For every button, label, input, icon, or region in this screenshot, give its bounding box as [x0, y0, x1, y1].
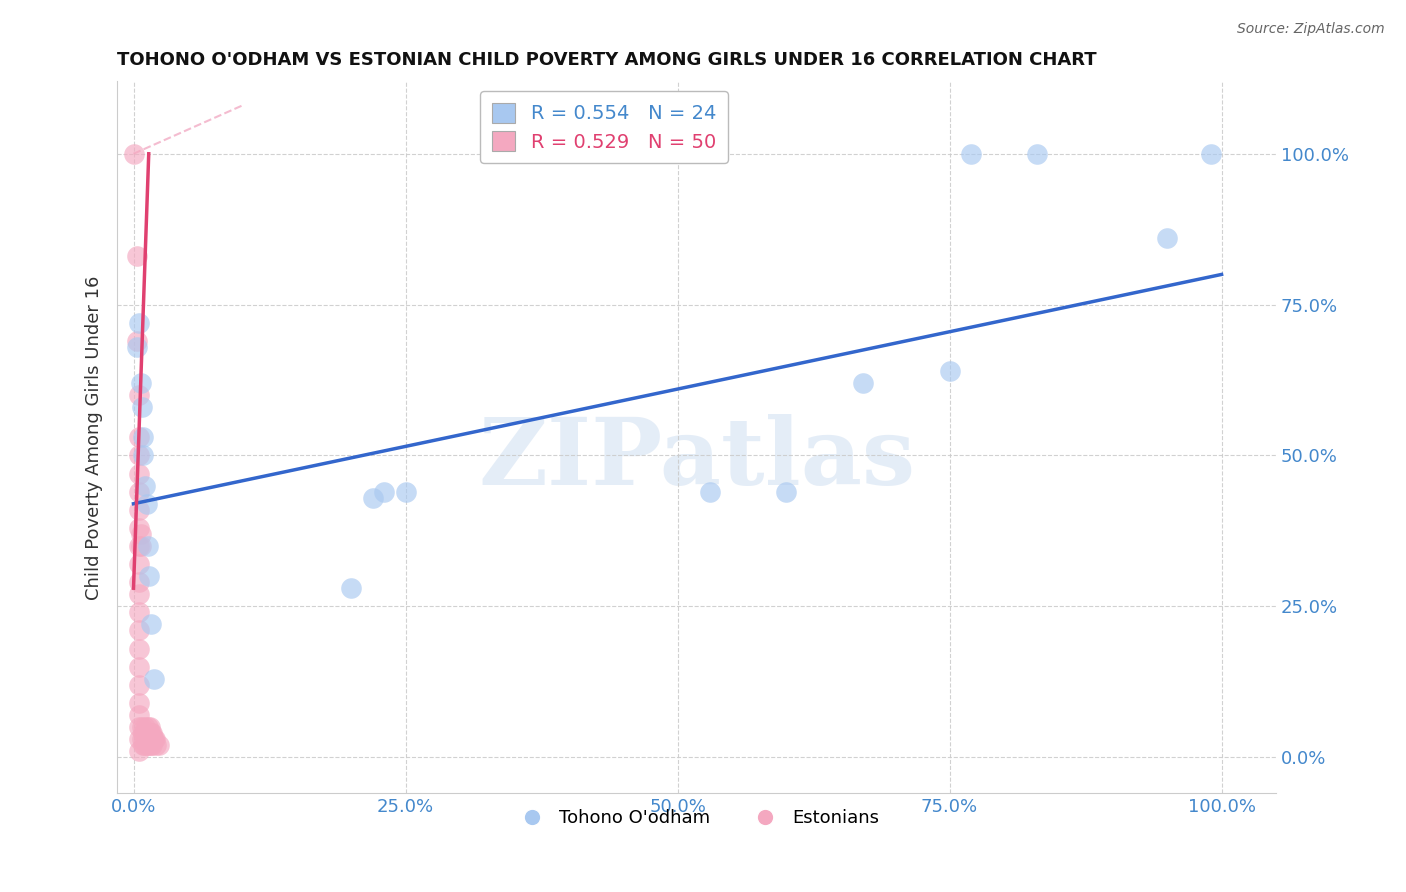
Point — [122, 146, 145, 161]
Point — [128, 521, 150, 535]
Point — [128, 678, 150, 692]
Point — [125, 334, 148, 348]
Point — [340, 581, 363, 595]
Point — [141, 738, 163, 752]
Point — [128, 707, 150, 722]
Point — [125, 340, 148, 354]
Point — [143, 672, 166, 686]
Point — [132, 738, 155, 752]
Point — [138, 726, 160, 740]
Point — [132, 430, 155, 444]
Point — [960, 146, 983, 161]
Point — [361, 491, 384, 505]
Point — [128, 587, 150, 601]
Point — [128, 449, 150, 463]
Point — [128, 557, 150, 571]
Point — [129, 376, 152, 390]
Point — [1025, 146, 1047, 161]
Point — [851, 376, 873, 390]
Text: TOHONO O'ODHAM VS ESTONIAN CHILD POVERTY AMONG GIRLS UNDER 16 CORRELATION CHART: TOHONO O'ODHAM VS ESTONIAN CHILD POVERTY… — [117, 51, 1097, 69]
Point — [134, 726, 156, 740]
Point — [128, 502, 150, 516]
Point — [139, 720, 162, 734]
Point — [136, 732, 159, 747]
Point — [699, 484, 721, 499]
Point — [938, 364, 960, 378]
Point — [128, 316, 150, 330]
Point — [129, 539, 152, 553]
Y-axis label: Child Poverty Among Girls Under 16: Child Poverty Among Girls Under 16 — [86, 275, 103, 599]
Point — [141, 726, 163, 740]
Point — [134, 478, 156, 492]
Point — [135, 497, 157, 511]
Point — [1156, 231, 1178, 245]
Point — [373, 484, 395, 499]
Point — [128, 696, 150, 710]
Text: Source: ZipAtlas.com: Source: ZipAtlas.com — [1237, 22, 1385, 37]
Point — [134, 738, 156, 752]
Point — [128, 641, 150, 656]
Point — [142, 732, 165, 747]
Point — [128, 744, 150, 758]
Point — [1199, 146, 1222, 161]
Point — [132, 726, 155, 740]
Point — [128, 539, 150, 553]
Point — [131, 400, 153, 414]
Point — [132, 449, 155, 463]
Point — [138, 738, 160, 752]
Point — [135, 738, 157, 752]
Point — [145, 738, 167, 752]
Point — [136, 720, 159, 734]
Point — [128, 388, 150, 402]
Point — [128, 430, 150, 444]
Point — [143, 732, 166, 747]
Legend: Tohono O'odham, Estonians: Tohono O'odham, Estonians — [508, 802, 886, 834]
Point — [128, 732, 150, 747]
Point — [139, 726, 162, 740]
Point — [128, 624, 150, 638]
Point — [128, 659, 150, 673]
Point — [131, 720, 153, 734]
Point — [128, 484, 150, 499]
Point — [139, 738, 162, 752]
Point — [136, 539, 159, 553]
Point — [135, 726, 157, 740]
Point — [143, 732, 166, 747]
Point — [128, 720, 150, 734]
Point — [139, 732, 162, 747]
Point — [775, 484, 797, 499]
Point — [128, 467, 150, 481]
Point — [128, 605, 150, 619]
Point — [394, 484, 416, 499]
Point — [138, 569, 160, 583]
Point — [129, 527, 152, 541]
Point — [128, 575, 150, 590]
Point — [139, 617, 162, 632]
Point — [131, 732, 153, 747]
Text: ZIPatlas: ZIPatlas — [478, 414, 915, 504]
Point — [134, 720, 156, 734]
Point — [125, 249, 148, 263]
Point — [148, 738, 170, 752]
